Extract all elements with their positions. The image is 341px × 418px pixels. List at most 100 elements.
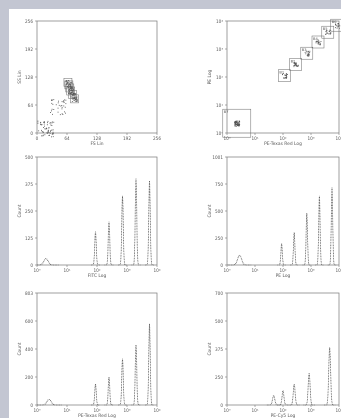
scatter-point [72,95,74,96]
scatter-point [43,127,44,128]
scatter-point [238,123,240,125]
scatter-point [339,27,340,29]
scatter-point [55,104,57,106]
scatter-point [329,31,331,33]
scatter-point [307,55,309,57]
scatter-point [67,85,69,86]
scatter-point [60,105,62,107]
plot-frame [226,292,340,406]
y-tick-label: 256 [25,19,33,24]
scatter-point [337,26,339,28]
scatter-point [67,83,69,85]
x-axis-label: PE-Cy5 Log [271,413,296,418]
scatter-point [330,32,332,33]
scatter-point [76,99,78,101]
scatter-point [53,121,55,123]
scatter-point [70,86,71,88]
x-tick-label: 10⁰ [223,268,230,273]
scatter-point [319,42,321,44]
scatter-point [50,124,52,126]
scatter-point [53,99,55,101]
scatter-point [293,62,295,64]
scatter-point [51,122,53,124]
scatter-point [234,122,236,124]
scatter-point [72,88,74,90]
scatter-point [236,122,238,124]
scatter-point [61,105,63,106]
scatter-point [52,113,53,115]
scatter-point [238,125,239,127]
scatter-point [239,124,240,126]
scatter-point [48,130,49,132]
x-tick-label: 10² [93,268,100,273]
scatter-point [337,24,339,26]
scatter-point [70,87,72,88]
scatter-point [315,41,317,43]
scatter-point [48,132,50,134]
scatter-point [65,103,67,105]
scatter-point [53,109,55,110]
scatter-point [57,111,59,113]
scatter-point [309,52,311,53]
scatter-point [51,99,52,101]
scatter-point [286,75,287,77]
x-tick-label: 10¹ [251,268,258,273]
histogram-peak [327,187,337,266]
y-tick-label: 500 [25,155,33,160]
scatter-point [238,122,240,124]
left-bezel [0,9,9,418]
scatter-point [64,106,66,108]
y-tick-label: 0 [30,263,33,268]
scatter-point [234,121,236,123]
scatter-point [50,122,52,124]
scatter-point [237,122,239,124]
scatter-point [339,25,341,27]
scatter-point [326,30,328,32]
scatter-point [66,82,68,83]
y-tick-label: 200 [25,375,33,380]
scatter-point [238,124,240,126]
scatter-point [72,98,74,100]
scatter-point [293,65,295,66]
scatter-point [67,81,69,83]
gate-label: B1 [279,71,284,75]
scatter-point [70,96,72,98]
gate-label: B2 [291,59,296,63]
scatter-point [52,103,54,105]
scatter-point [62,101,64,103]
scatter-point [51,136,52,138]
scatter-point [76,100,78,102]
histogram-peak [324,347,336,406]
top-bezel [0,0,341,9]
gate-label: B7 [224,110,229,114]
scatter-point [74,94,76,95]
y-tick-label: 10³ [216,47,223,52]
scatter-point [73,97,75,99]
scatter-point [76,99,78,101]
histogram-peak [131,178,141,266]
scatter-point [44,122,45,123]
x-tick-label: 10³ [123,408,130,413]
scatter-point [51,133,53,135]
scatter-point [327,32,329,34]
histogram-peak [118,195,127,266]
x-tick-label: 128 [93,136,101,141]
scatter-point [51,121,53,123]
scatter-point [295,63,296,65]
scatter-point [68,89,70,90]
y-axis-label: Count [207,204,213,217]
scatter-point [237,125,238,126]
scatter-point [306,51,308,53]
x-tick-label: 192 [123,136,131,141]
scatter-point [235,123,236,125]
scatter-point [71,89,73,91]
scatter-point [296,65,297,66]
scatter-point [46,132,48,134]
scatter-point [316,40,318,42]
scatter-point [307,54,309,56]
scatter-point [285,77,286,79]
y-tick-label: 64 [28,103,34,108]
scatter-point [236,122,238,123]
y-axis-label: PE Log [207,69,213,84]
scatter-point [234,123,236,125]
